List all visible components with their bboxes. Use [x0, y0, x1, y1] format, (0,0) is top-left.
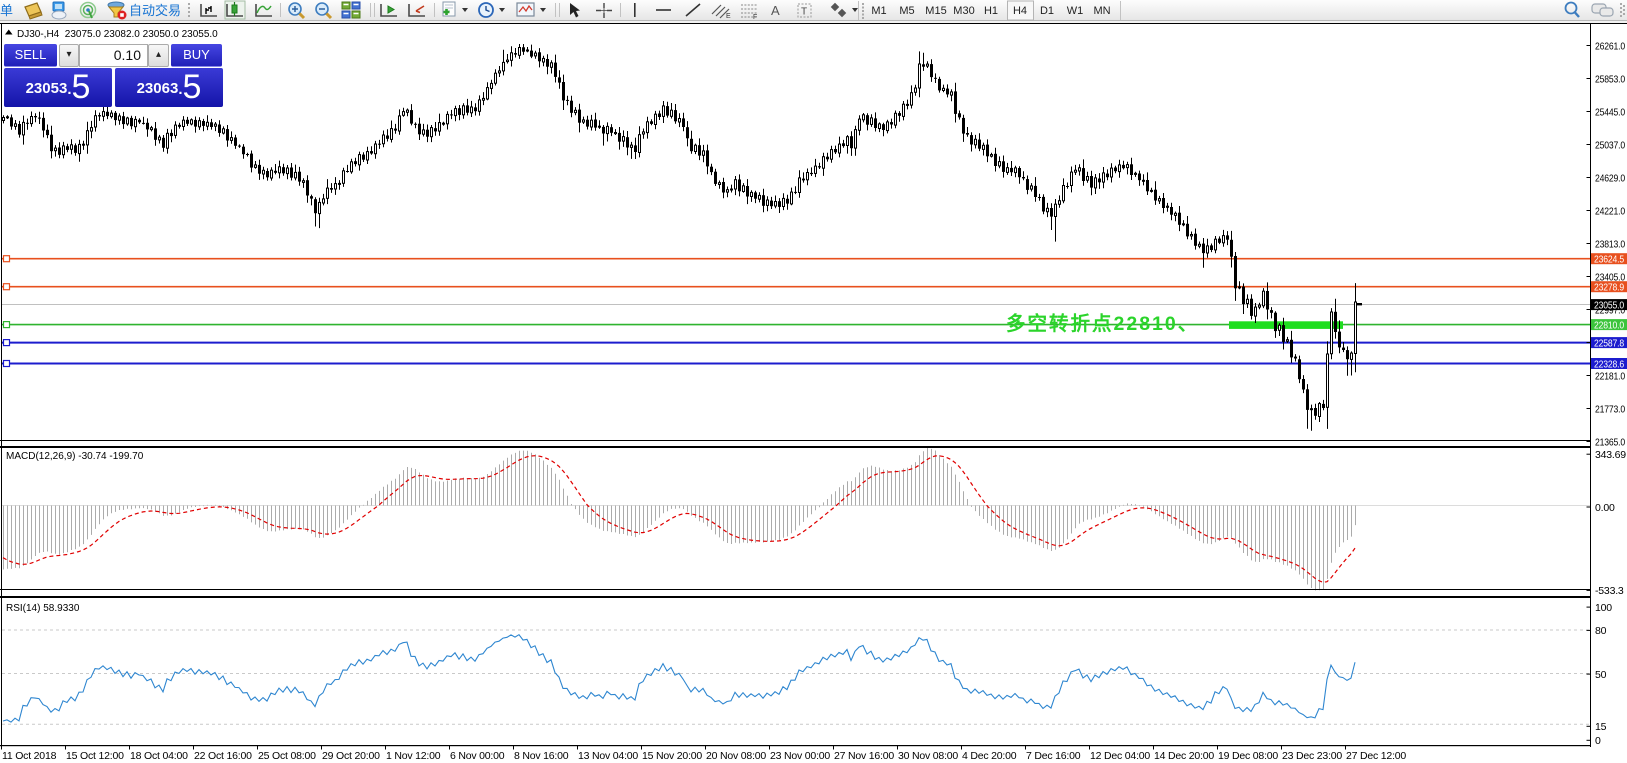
svg-text:29 Oct 20:00: 29 Oct 20:00: [322, 750, 380, 762]
svg-text:22 Oct 16:00: 22 Oct 16:00: [194, 750, 252, 762]
svg-text:D1: D1: [1040, 5, 1054, 17]
svg-text:M30: M30: [953, 5, 974, 17]
svg-text:H4: H4: [1013, 5, 1027, 17]
svg-text:W1: W1: [1067, 5, 1084, 17]
svg-text:26261.0: 26261.0: [1595, 40, 1625, 52]
svg-text:23 Nov 00:00: 23 Nov 00:00: [770, 750, 830, 762]
svg-text:M15: M15: [925, 5, 946, 17]
svg-text:21773.0: 21773.0: [1595, 403, 1625, 415]
svg-text:11 Oct 2018: 11 Oct 2018: [2, 750, 57, 762]
svg-text:23055.0: 23055.0: [1594, 299, 1624, 311]
svg-text:23624.5: 23624.5: [1594, 254, 1624, 266]
svg-text:80: 80: [1595, 625, 1607, 637]
svg-text:1 Nov 12:00: 1 Nov 12:00: [386, 750, 441, 762]
svg-text:25 Oct 08:00: 25 Oct 08:00: [258, 750, 316, 762]
svg-text:25853.0: 25853.0: [1595, 73, 1625, 85]
svg-text:RSI(14) 58.9330: RSI(14) 58.9330: [6, 603, 80, 614]
svg-text:23405.0: 23405.0: [1595, 271, 1625, 283]
svg-text:自动交易: 自动交易: [129, 3, 181, 18]
svg-text:A: A: [771, 3, 780, 18]
svg-text:18 Oct 04:00: 18 Oct 04:00: [130, 750, 188, 762]
svg-text:M5: M5: [899, 5, 914, 17]
svg-text:F: F: [753, 14, 757, 21]
svg-text:M1: M1: [871, 5, 886, 17]
svg-text:23813.0: 23813.0: [1595, 238, 1625, 250]
svg-text:14 Dec 20:00: 14 Dec 20:00: [1154, 750, 1214, 762]
svg-text:22181.0: 22181.0: [1595, 370, 1625, 382]
svg-text:50: 50: [1595, 669, 1607, 681]
svg-text:27 Nov 16:00: 27 Nov 16:00: [834, 750, 894, 762]
svg-text:MACD(12,26,9) -30.74 -199.70: MACD(12,26,9) -30.74 -199.70: [6, 451, 144, 462]
svg-text:23278.9: 23278.9: [1594, 282, 1624, 294]
svg-text:100: 100: [1595, 602, 1612, 614]
svg-text:25445.0: 25445.0: [1595, 106, 1625, 118]
svg-text:E: E: [726, 13, 731, 20]
svg-text:24221.0: 24221.0: [1595, 205, 1625, 217]
svg-text:MN: MN: [1093, 5, 1110, 17]
svg-text:19 Dec 08:00: 19 Dec 08:00: [1218, 750, 1278, 762]
svg-text:13 Nov 04:00: 13 Nov 04:00: [578, 750, 638, 762]
svg-text:单: 单: [0, 3, 13, 18]
svg-text:7 Dec 16:00: 7 Dec 16:00: [1026, 750, 1081, 762]
svg-text:-533.3: -533.3: [1595, 585, 1624, 597]
svg-text:20 Nov 08:00: 20 Nov 08:00: [706, 750, 766, 762]
svg-text:12 Dec 04:00: 12 Dec 04:00: [1090, 750, 1150, 762]
svg-text:4 Dec 20:00: 4 Dec 20:00: [962, 750, 1017, 762]
svg-text:30 Nov 08:00: 30 Nov 08:00: [898, 750, 958, 762]
svg-text:22328.6: 22328.6: [1594, 358, 1624, 370]
svg-text:8 Nov 16:00: 8 Nov 16:00: [514, 750, 569, 762]
svg-text:24629.0: 24629.0: [1595, 172, 1625, 184]
svg-text:T: T: [801, 7, 807, 18]
svg-text:15 Nov 20:00: 15 Nov 20:00: [642, 750, 702, 762]
svg-text:22810.0: 22810.0: [1594, 319, 1624, 331]
svg-text:21365.0: 21365.0: [1595, 436, 1625, 448]
svg-text:25037.0: 25037.0: [1595, 139, 1625, 151]
svg-text:343.69: 343.69: [1595, 449, 1626, 461]
svg-text:DJ30-,H4 23075.0 23082.0 2305: DJ30-,H4 23075.0 23082.0 23050.0 23055.0: [17, 29, 218, 40]
svg-text:6 Nov 00:00: 6 Nov 00:00: [450, 750, 505, 762]
svg-text:H1: H1: [984, 5, 998, 17]
svg-text:多空转折点22810、: 多空转折点22810、: [1006, 312, 1199, 335]
svg-text:22587.8: 22587.8: [1594, 337, 1624, 349]
svg-text:27 Dec 12:00: 27 Dec 12:00: [1346, 750, 1406, 762]
svg-text:15 Oct 12:00: 15 Oct 12:00: [66, 750, 124, 762]
svg-text:0.00: 0.00: [1595, 502, 1615, 514]
svg-text:15: 15: [1595, 721, 1607, 733]
svg-text:0: 0: [1595, 735, 1601, 747]
svg-text:23 Dec 23:00: 23 Dec 23:00: [1282, 750, 1342, 762]
